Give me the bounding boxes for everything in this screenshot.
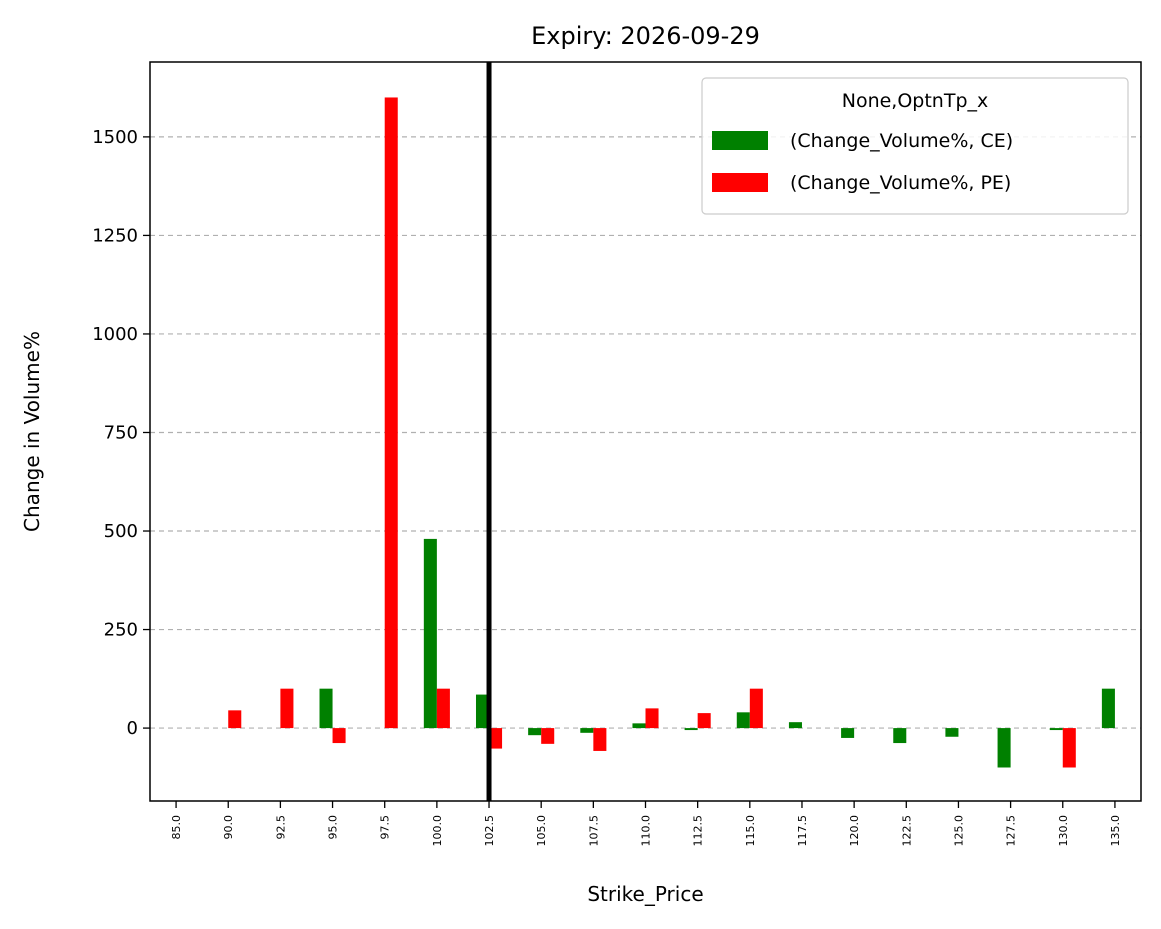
x-tick-label: 90.0 [222, 815, 235, 840]
x-tick-label: 117.5 [796, 815, 809, 847]
bar-pe-95.0 [332, 728, 346, 744]
bar-pe-92.5 [280, 688, 294, 729]
chart-title: Expiry: 2026-09-29 [531, 22, 760, 50]
y-tick-label: 0 [127, 718, 138, 739]
x-tick-label: 115.0 [744, 815, 757, 847]
x-tick-label: 97.5 [379, 815, 392, 840]
x-tick-label: 112.5 [692, 815, 705, 847]
x-tick-label: 127.5 [1005, 815, 1018, 847]
bar-pe-90.0 [228, 710, 242, 729]
bar-ce-122.5 [893, 728, 907, 744]
x-tick-label: 135.0 [1109, 815, 1122, 847]
x-tick-label: 110.0 [640, 815, 653, 847]
y-tick-label: 500 [104, 521, 138, 542]
bar-pe-105.0 [541, 728, 555, 744]
x-tick-label: 92.5 [274, 815, 287, 840]
bar-ce-120.0 [841, 728, 855, 738]
bar-ce-125.0 [945, 728, 959, 737]
bar-ce-117.5 [788, 722, 802, 729]
bar-pe-110.0 [645, 708, 659, 729]
bar-ce-107.5 [580, 728, 594, 733]
x-tick-label: 120.0 [848, 815, 861, 847]
x-tick-label: 95.0 [327, 815, 340, 840]
bar-pe-107.5 [593, 728, 607, 751]
bar-ce-115.0 [736, 712, 750, 729]
bar-ce-130.0 [1049, 728, 1063, 731]
legend-title: None,OptnTp_x [842, 90, 989, 112]
y-tick-label: 250 [104, 620, 138, 641]
x-tick-label: 122.5 [900, 815, 913, 847]
bar-ce-105.0 [528, 728, 542, 736]
bar-pe-130.0 [1062, 728, 1076, 768]
y-axis-label: Change in Volume% [20, 331, 44, 532]
x-tick-label: 100.0 [431, 815, 444, 847]
legend-box [701, 77, 1129, 215]
bar-ce-110.0 [632, 723, 646, 729]
bar-pe-115.0 [749, 688, 763, 729]
legend-swatch-ce [712, 131, 768, 150]
legend: None,OptnTp_x (Change_Volume%, CE)(Chang… [701, 77, 1129, 215]
bar-pe-97.5 [384, 97, 398, 729]
bar-ce-127.5 [997, 728, 1011, 768]
bar-ce-112.5 [684, 728, 698, 731]
legend-label-ce: (Change_Volume%, CE) [790, 130, 1013, 152]
x-tick-label: 102.5 [483, 815, 496, 847]
bar-pe-102.5 [489, 728, 503, 749]
x-axis-label: Strike_Price [587, 882, 703, 906]
x-tick-label: 107.5 [587, 815, 600, 847]
bars [228, 97, 1115, 768]
bar-ce-100.0 [423, 538, 437, 729]
bar-pe-112.5 [697, 713, 711, 729]
y-tick-label: 1250 [92, 225, 138, 246]
bar-ce-102.5 [475, 694, 490, 729]
x-axis-ticks: 85.0 90.0 92.5 95.0 97.5 100.0 102.5 105.0 107.5… [170, 801, 1122, 847]
x-tick-label: 105.0 [535, 815, 548, 847]
legend-entries: (Change_Volume%, CE) (Change_Volume%, PE) [712, 130, 1013, 194]
y-tick-label: 750 [104, 422, 138, 443]
x-tick-label: 130.0 [1057, 815, 1070, 847]
legend-swatch-pe [712, 173, 768, 192]
bar-ce-95.0 [319, 688, 333, 729]
y-tick-label: 1500 [92, 127, 138, 148]
y-gridlines [150, 136, 1141, 729]
x-tick-label: 85.0 [170, 815, 183, 840]
legend-label-pe: (Change_Volume%, PE) [790, 172, 1011, 194]
y-tick-label: 1000 [92, 324, 138, 345]
x-tick-label: 125.0 [952, 815, 965, 847]
bar-ce-135.0 [1101, 688, 1115, 729]
bar-pe-100.0 [436, 688, 450, 729]
y-axis-ticks: 0 250 500 750 1000 1250 1500 [92, 127, 150, 739]
